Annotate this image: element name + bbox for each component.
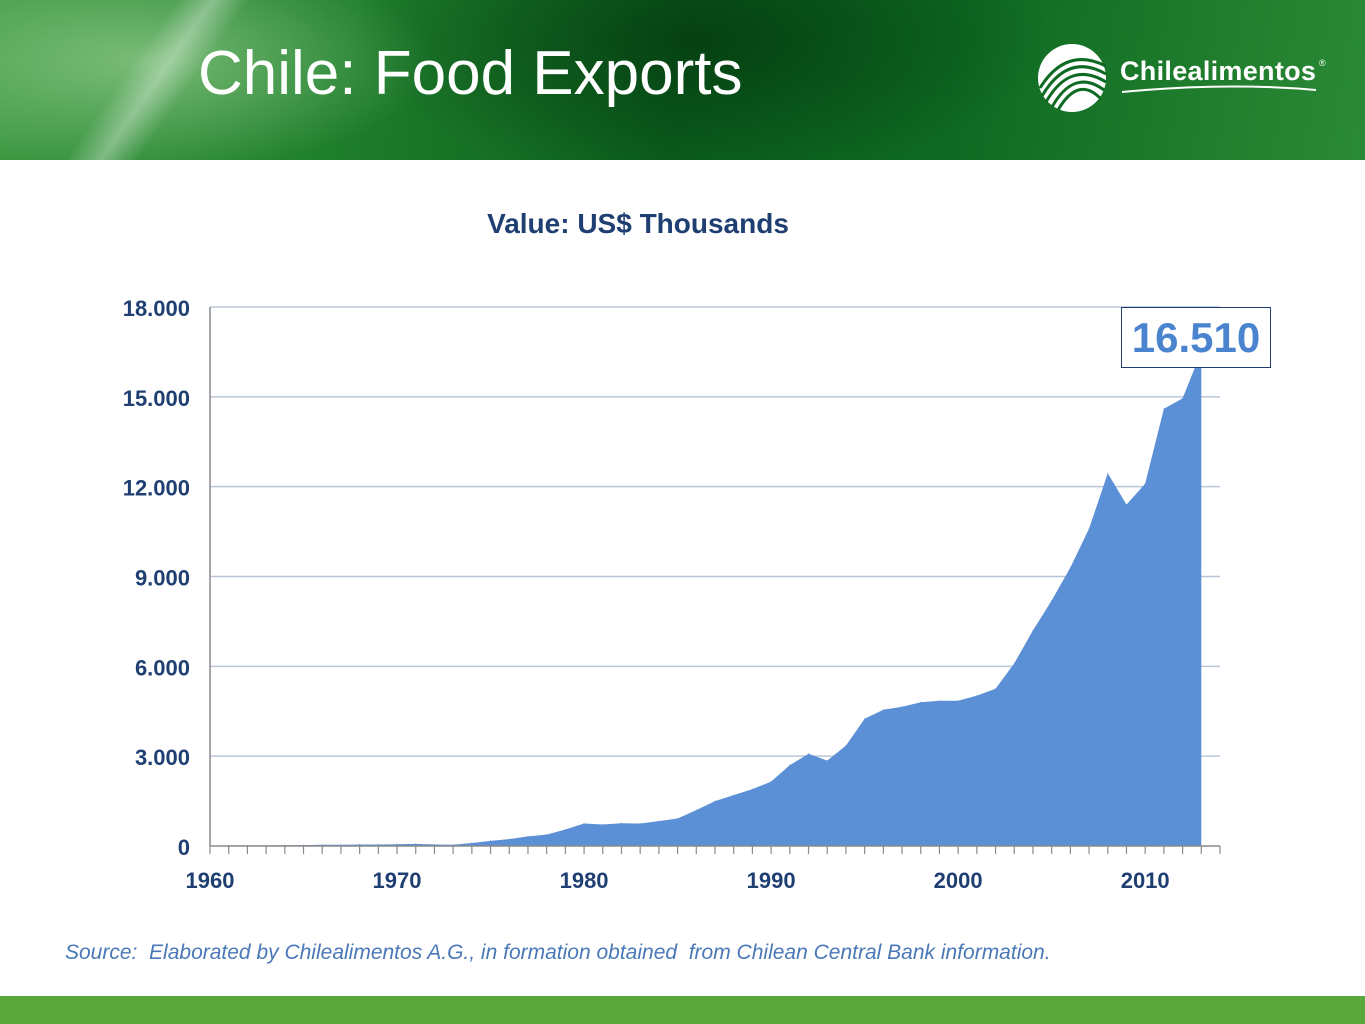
data-point <box>1125 504 1127 506</box>
data-point <box>546 834 548 836</box>
x-tick-label: 1960 <box>186 868 235 893</box>
y-tick-label: 6.000 <box>135 655 190 680</box>
footer-bar <box>0 996 1365 1024</box>
y-tick-label: 9.000 <box>135 566 190 591</box>
food-exports-chart: 0 3.000 6.000 9.000 12.000 15.000 18.000 1960 19… <box>123 296 1221 893</box>
data-point <box>1163 408 1165 410</box>
latest-value-callout: 16.510 <box>1121 307 1271 368</box>
data-point <box>882 709 884 711</box>
data-point <box>583 823 585 825</box>
data-point <box>527 835 529 837</box>
y-tick-label: 3.000 <box>135 745 190 770</box>
data-point <box>1069 567 1071 569</box>
chilealimentos-logo-icon <box>1038 44 1107 112</box>
data-point <box>938 700 940 702</box>
data-point <box>789 764 791 766</box>
x-tick-label: 2010 <box>1121 868 1170 893</box>
header-banner: Chile: Food Exports Chilealimentos ® <box>0 0 1365 160</box>
data-point <box>508 838 510 840</box>
data-point <box>620 822 622 824</box>
data-point <box>396 843 398 845</box>
logo-swoosh <box>1121 85 1317 93</box>
x-tick-label: 2000 <box>934 868 983 893</box>
data-point <box>957 700 959 702</box>
export-value-area <box>210 351 1202 846</box>
data-point <box>471 842 473 844</box>
data-point <box>1032 629 1034 631</box>
data-point <box>1182 397 1184 399</box>
logo-wordmark: Chilealimentos <box>1120 56 1317 86</box>
data-point <box>377 844 379 846</box>
data-point <box>452 844 454 846</box>
y-tick-label: 0 <box>178 835 190 860</box>
data-point <box>826 760 828 762</box>
y-tick-label: 15.000 <box>123 386 190 411</box>
data-point <box>995 688 997 690</box>
data-point <box>658 820 660 822</box>
data-point <box>845 745 847 747</box>
x-tick-label: 1980 <box>560 868 609 893</box>
data-point <box>864 718 866 720</box>
data-point <box>564 829 566 831</box>
data-point <box>490 840 492 842</box>
data-point <box>321 844 323 846</box>
data-point <box>733 794 735 796</box>
data-point <box>1051 599 1053 601</box>
x-tick-label: 1970 <box>373 868 422 893</box>
registered-mark: ® <box>1319 58 1326 68</box>
chart-title: Value: US$ Thousands <box>487 208 789 239</box>
data-point <box>714 800 716 802</box>
data-point <box>359 844 361 846</box>
data-point <box>1107 472 1109 474</box>
data-point <box>901 706 903 708</box>
data-point <box>677 817 679 819</box>
data-point <box>976 695 978 697</box>
chart-area: 0 3.000 6.000 9.000 12.000 15.000 18.000 1960 19… <box>100 272 1272 912</box>
data-point <box>808 753 810 755</box>
data-point <box>770 781 772 783</box>
x-tick-label: 1990 <box>747 868 796 893</box>
data-point <box>340 844 342 846</box>
data-point <box>751 788 753 790</box>
data-point <box>415 843 417 845</box>
data-point <box>602 823 604 825</box>
source-note: Source: Elaborated by Chilealimentos A.G… <box>65 941 1051 964</box>
y-tick-label: 18.000 <box>123 296 190 321</box>
data-point <box>433 844 435 846</box>
page-title: Chile: Food Exports <box>198 39 743 108</box>
data-point <box>920 701 922 703</box>
data-point <box>1144 483 1146 485</box>
data-point <box>1013 662 1015 664</box>
data-point <box>639 823 641 825</box>
y-tick-label: 12.000 <box>123 476 190 501</box>
data-point <box>695 809 697 811</box>
chilealimentos-logo: Chilealimentos ® <box>1036 42 1336 112</box>
data-point <box>1088 528 1090 530</box>
